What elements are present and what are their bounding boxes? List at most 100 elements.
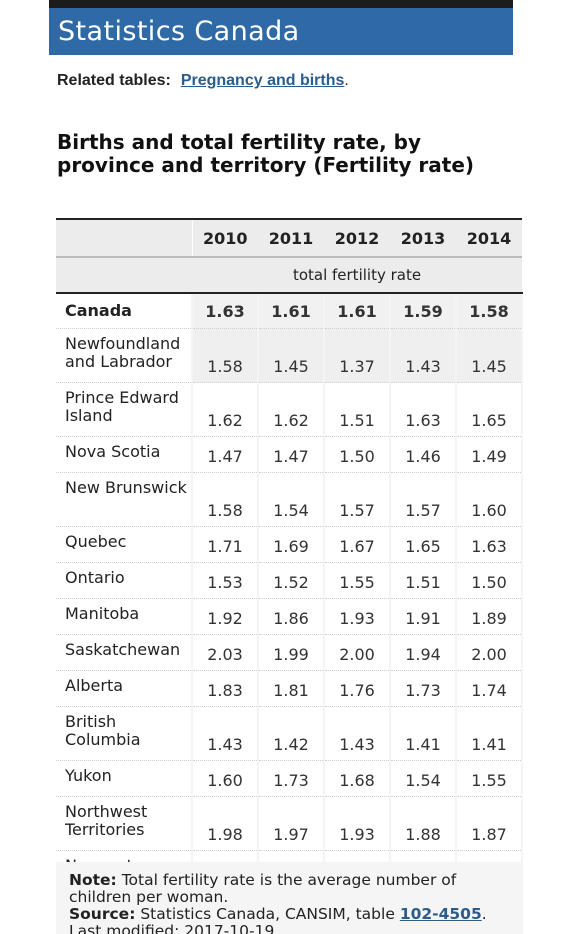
- rate-cell: 1.94: [390, 634, 457, 671]
- rate-cell: 1.57: [324, 472, 391, 527]
- year-header: 2010: [192, 218, 258, 258]
- row-label: Manitoba: [56, 598, 193, 635]
- rate-cell: 1.91: [390, 598, 457, 635]
- last-modified: Last modified: 2017-10-19.: [69, 922, 280, 934]
- year-header: 2013: [390, 218, 456, 258]
- rate-cell: 1.60: [192, 760, 259, 797]
- row-label: Quebec: [56, 526, 193, 563]
- rate-cell: 1.68: [324, 760, 391, 797]
- related-suffix: .: [344, 72, 349, 89]
- year-header: 2012: [324, 218, 390, 258]
- row-label: British Columbia: [56, 706, 193, 761]
- rate-cell: 1.47: [192, 436, 259, 473]
- rate-cell: 1.83: [192, 670, 259, 707]
- rate-cell: 1.55: [456, 760, 523, 797]
- rate-cell: 2.03: [192, 634, 259, 671]
- year-header: 2011: [258, 218, 324, 258]
- rate-cell: 1.58: [192, 472, 259, 527]
- year-header: 2014: [456, 218, 522, 258]
- rate-cell: 1.87: [456, 796, 523, 851]
- rate-cell: 1.58: [456, 293, 523, 329]
- row-label: Ontario: [56, 562, 193, 599]
- rate-cell: 1.65: [390, 526, 457, 563]
- table-row: Ontario 1.53 1.52 1.55 1.51 1.50: [56, 562, 523, 599]
- rate-cell: 1.43: [390, 328, 457, 383]
- rate-cell: 1.45: [456, 328, 523, 383]
- unit-header: total fertility rate: [192, 257, 522, 294]
- rate-cell: 1.50: [456, 562, 523, 599]
- source-suffix: .: [481, 905, 487, 923]
- site-banner[interactable]: Statistics Canada: [49, 8, 513, 55]
- rate-cell: 1.43: [324, 706, 391, 761]
- table-row: Nova Scotia 1.47 1.47 1.50 1.46 1.49: [56, 436, 523, 473]
- rate-cell: 1.86: [258, 598, 325, 635]
- rate-cell: 1.93: [324, 796, 391, 851]
- rate-cell: 1.88: [390, 796, 457, 851]
- rate-cell: 1.43: [192, 706, 259, 761]
- rate-cell: 1.73: [390, 670, 457, 707]
- rate-cell: 1.74: [456, 670, 523, 707]
- rate-cell: 1.59: [390, 293, 457, 329]
- table-row: Yukon 1.60 1.73 1.68 1.54 1.55: [56, 760, 523, 797]
- rate-cell: 1.61: [258, 293, 325, 329]
- source-label: Source:: [69, 905, 136, 923]
- table-row: Northwest Territories 1.98 1.97 1.93 1.88 1.8…: [56, 796, 523, 851]
- table-row: Alberta 1.83 1.81 1.76 1.73 1.74: [56, 670, 523, 707]
- table-row: Newfoundland and Labrador 1.58 1.45 1.37 1.4…: [56, 328, 523, 383]
- rate-cell: 1.89: [456, 598, 523, 635]
- rate-cell: 1.54: [258, 472, 325, 527]
- rate-cell: 1.81: [258, 670, 325, 707]
- rate-cell: 1.51: [324, 382, 391, 437]
- pregnancy-births-link[interactable]: Pregnancy and births: [180, 72, 345, 89]
- table-row: Saskatchewan 2.03 1.99 2.00 1.94 2.00: [56, 634, 523, 671]
- rate-cell: 1.69: [258, 526, 325, 563]
- row-label: Prince Edward Island: [56, 382, 193, 437]
- row-label: Yukon: [56, 760, 193, 797]
- rate-cell: 1.37: [324, 328, 391, 383]
- rate-cell: 1.63: [456, 526, 523, 563]
- header-corner: [56, 218, 193, 258]
- rate-cell: 1.45: [258, 328, 325, 383]
- rate-cell: 1.41: [456, 706, 523, 761]
- rate-cell: 1.62: [258, 382, 325, 437]
- rate-cell: 1.71: [192, 526, 259, 563]
- table-row: Manitoba 1.92 1.86 1.93 1.91 1.89: [56, 598, 523, 635]
- rate-cell: 1.62: [192, 382, 259, 437]
- header-corner: [56, 257, 192, 294]
- row-label: Saskatchewan: [56, 634, 193, 671]
- rate-cell: 1.51: [390, 562, 457, 599]
- row-label: Northwest Territories: [56, 796, 193, 851]
- rate-cell: 1.41: [390, 706, 457, 761]
- table-row: British Columbia 1.43 1.42 1.43 1.41 1.41: [56, 706, 523, 761]
- rate-cell: 1.98: [192, 796, 259, 851]
- rate-cell: 1.49: [456, 436, 523, 473]
- rate-cell: 1.57: [390, 472, 457, 527]
- rate-cell: 1.47: [258, 436, 325, 473]
- row-label: Alberta: [56, 670, 193, 707]
- rate-cell: 1.73: [258, 760, 325, 797]
- rate-cell: 1.50: [324, 436, 391, 473]
- table-row-canada: Canada 1.63 1.61 1.61 1.59 1.58: [56, 293, 523, 329]
- row-label: New Brunswick: [56, 472, 193, 527]
- source-text: Statistics Canada, CANSIM, table: [140, 905, 395, 923]
- rate-cell: 1.60: [456, 472, 523, 527]
- rate-cell: 1.63: [390, 382, 457, 437]
- rate-cell: 2.00: [456, 634, 523, 671]
- rate-cell: 1.92: [192, 598, 259, 635]
- table-row: Prince Edward Island 1.62 1.62 1.51 1.63 1.65: [56, 382, 523, 437]
- row-label: Nova Scotia: [56, 436, 193, 473]
- table-note: Note: Total fertility rate is the averag…: [56, 862, 523, 934]
- page-title: Births and total fertility rate, by prov…: [57, 130, 475, 177]
- rate-cell: 1.52: [258, 562, 325, 599]
- table-row: Quebec 1.71 1.69 1.67 1.65 1.63: [56, 526, 523, 563]
- cansim-table-link[interactable]: 102-4505: [399, 905, 482, 923]
- rate-cell: 1.63: [192, 293, 259, 329]
- rate-cell: 1.99: [258, 634, 325, 671]
- related-label: Related tables:: [57, 72, 171, 89]
- top-bar: [49, 0, 513, 8]
- rate-cell: 1.55: [324, 562, 391, 599]
- row-label: Newfoundland and Labrador: [56, 328, 193, 383]
- rate-cell: 1.97: [258, 796, 325, 851]
- fertility-table: 2010 2011 2012 2013 2014 total fertility…: [56, 218, 523, 887]
- table-row: New Brunswick 1.58 1.54 1.57 1.57 1.60: [56, 472, 523, 527]
